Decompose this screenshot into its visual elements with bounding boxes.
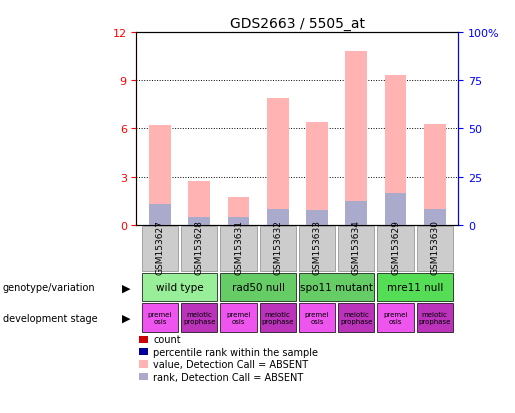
Bar: [267, 209, 288, 225]
Bar: [149, 204, 171, 225]
Bar: [306, 211, 328, 225]
Text: premei
osis: premei osis: [148, 311, 172, 324]
Text: premei
osis: premei osis: [383, 311, 408, 324]
Text: GSM153634: GSM153634: [352, 219, 361, 274]
Text: premei
osis: premei osis: [227, 311, 251, 324]
Text: rank, Detection Call = ABSENT: rank, Detection Call = ABSENT: [153, 372, 304, 382]
Bar: [267, 99, 288, 225]
Bar: [149, 126, 171, 225]
Text: meiotic
prophase: meiotic prophase: [340, 311, 372, 324]
Text: mre11 null: mre11 null: [387, 282, 443, 292]
Text: meiotic
prophase: meiotic prophase: [183, 311, 215, 324]
Text: GSM153627: GSM153627: [156, 219, 164, 274]
Bar: [424, 124, 445, 225]
Text: percentile rank within the sample: percentile rank within the sample: [153, 347, 318, 357]
Text: meiotic
prophase: meiotic prophase: [262, 311, 294, 324]
Text: GSM153628: GSM153628: [195, 219, 204, 274]
Bar: [188, 182, 210, 225]
Text: GSM153630: GSM153630: [431, 219, 439, 274]
Text: premei
osis: premei osis: [305, 311, 329, 324]
Text: GSM153631: GSM153631: [234, 219, 243, 274]
Text: count: count: [153, 335, 181, 344]
Bar: [188, 217, 210, 225]
Bar: [385, 76, 406, 225]
Bar: [346, 52, 367, 225]
Bar: [424, 209, 445, 225]
Text: value, Detection Call = ABSENT: value, Detection Call = ABSENT: [153, 359, 308, 369]
Text: wild type: wild type: [156, 282, 203, 292]
Text: development stage: development stage: [3, 313, 97, 323]
Text: GSM153633: GSM153633: [313, 219, 321, 274]
Text: spo11 mutant: spo11 mutant: [300, 282, 373, 292]
Text: genotype/variation: genotype/variation: [3, 282, 95, 292]
Text: ▶: ▶: [122, 282, 130, 292]
Text: GSM153629: GSM153629: [391, 219, 400, 274]
Text: meiotic
prophase: meiotic prophase: [419, 311, 451, 324]
Bar: [306, 123, 328, 225]
Bar: [228, 217, 249, 225]
Bar: [228, 198, 249, 225]
Title: GDS2663 / 5505_at: GDS2663 / 5505_at: [230, 17, 365, 31]
Text: rad50 null: rad50 null: [232, 282, 285, 292]
Bar: [346, 201, 367, 225]
Text: ▶: ▶: [122, 313, 130, 323]
Bar: [385, 193, 406, 225]
Text: GSM153632: GSM153632: [273, 219, 282, 274]
